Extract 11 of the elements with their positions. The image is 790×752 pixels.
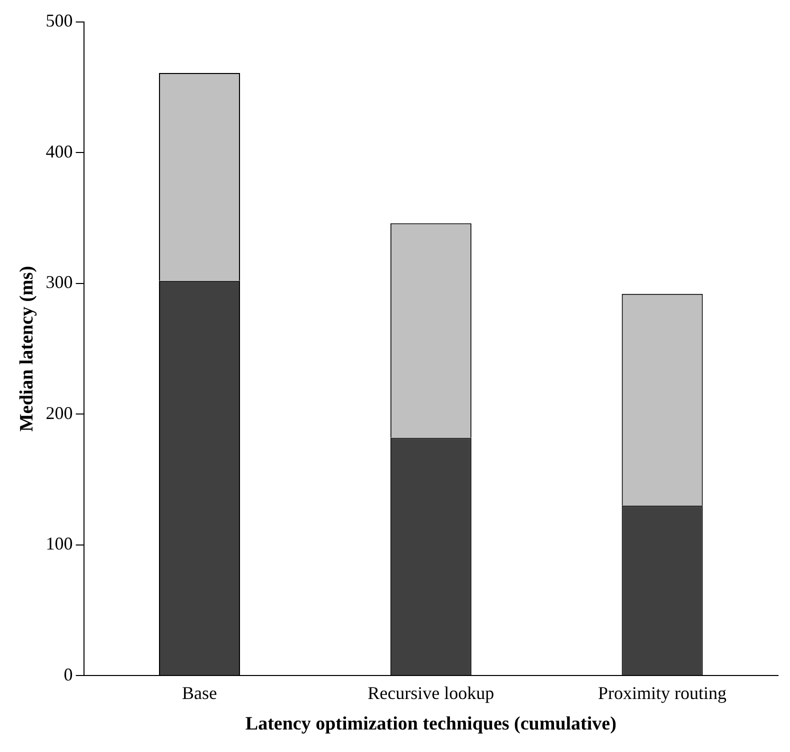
x-tick-label: Recursive lookup [368, 683, 494, 704]
y-tick-label: 200 [46, 402, 73, 423]
y-tick-label: 400 [46, 141, 73, 162]
y-tick-label: 100 [46, 534, 73, 554]
x-axis-title: Latency optimization techniques (cumulative) [245, 714, 616, 735]
y-tick-label: 0 [64, 664, 73, 684]
x-tick-label: Proximity routing [598, 683, 727, 704]
y-axis-title: Median latency (ms) [16, 266, 38, 432]
y-tick-label: 300 [46, 272, 73, 292]
y-tick-label: 500 [46, 10, 73, 31]
x-tick-label: Base [182, 683, 217, 704]
